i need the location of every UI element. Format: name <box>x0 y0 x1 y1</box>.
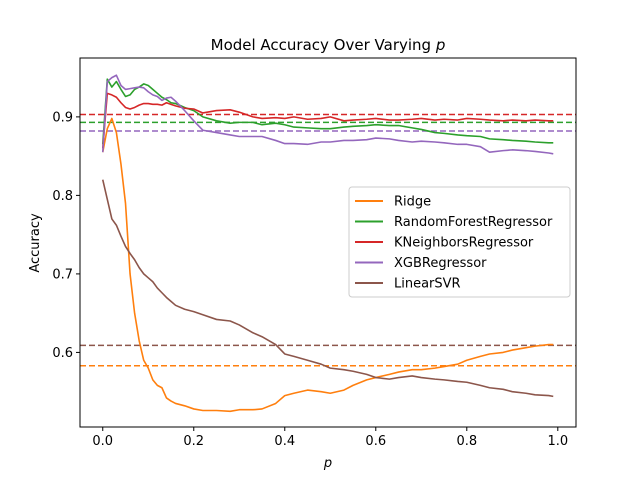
series-line-xgbregressor <box>101 74 554 155</box>
legend-label-kneighborsregressor: KNeighborsRegressor <box>394 236 534 251</box>
x-tick-label: 0.4 <box>274 434 295 449</box>
chart-title-main: Model Accuracy Over Varying <box>211 36 436 54</box>
series-line-linearsvr <box>101 179 554 398</box>
legend-label-randomforestregressor: RandomForestRegressor <box>394 215 553 230</box>
y-tick-label: 0.9 <box>52 110 73 125</box>
x-tick-label: 0.6 <box>365 434 386 449</box>
legend: Ridge RandomForestRegressor KNeighborsRegr… <box>348 186 571 298</box>
y-axis-label: Accuracy <box>28 213 43 273</box>
axes: 0.0 0.2 0.4 0.6 0.8 1.0 0.6 0.7 0.8 0.9 <box>52 57 577 449</box>
y-tick-label: 0.7 <box>52 267 73 282</box>
legend-label-linearsvr: LinearSVR <box>394 277 461 292</box>
reference-lines <box>80 113 576 367</box>
legend-label-xgbregressor: XGBRegressor <box>394 256 487 271</box>
series-lines <box>101 74 554 413</box>
x-tick-label: 1.0 <box>547 434 568 449</box>
x-tick-label: 0.2 <box>183 434 204 449</box>
x-axis-label: p <box>323 456 332 471</box>
legend-box <box>348 186 571 298</box>
series-line-randomforestregressor <box>101 78 554 145</box>
chart-title-var: p <box>435 36 446 54</box>
series-line-ridge <box>101 117 554 413</box>
x-tick-label: 0.8 <box>456 434 477 449</box>
y-tick-label: 0.8 <box>52 189 73 204</box>
chart-title: Model Accuracy Over Varying p <box>211 36 446 54</box>
series-line-kneighborsregressor <box>101 92 554 149</box>
y-tick-label: 0.6 <box>52 346 73 361</box>
x-tick-label: 0.0 <box>92 434 113 449</box>
plot-frame <box>79 57 577 428</box>
legend-label-ridge: Ridge <box>394 195 431 210</box>
